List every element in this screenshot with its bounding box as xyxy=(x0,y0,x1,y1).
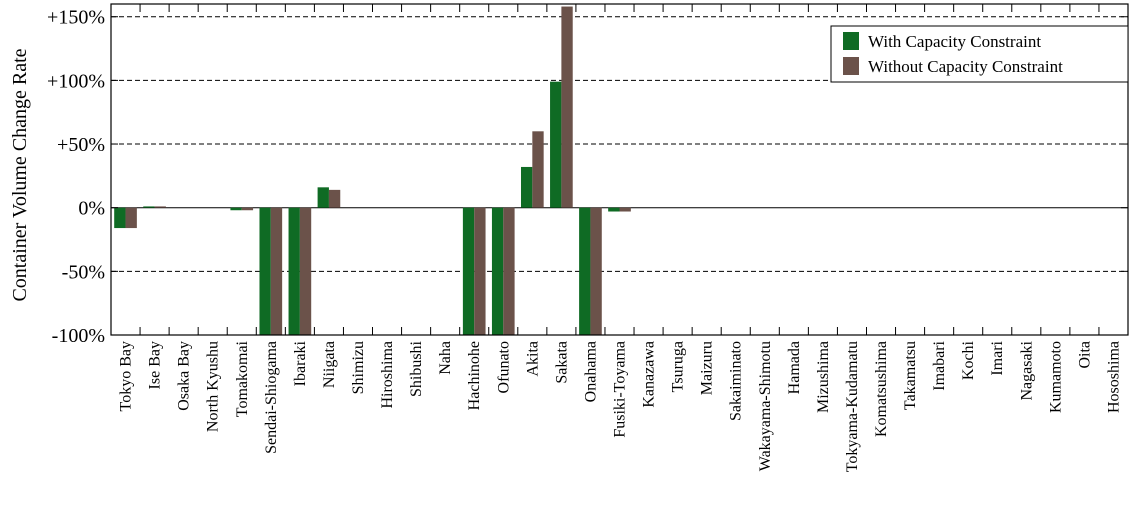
y-axis-label: Container Volume Change Rate xyxy=(9,48,31,301)
legend-swatch xyxy=(843,57,859,75)
legend-swatch xyxy=(843,32,859,50)
legend-label: With Capacity Constraint xyxy=(868,32,1041,51)
x-tick-label: Kumamoto xyxy=(1047,341,1064,413)
y-tick-label: +50% xyxy=(57,134,105,156)
y-tick-label: -50% xyxy=(62,261,105,283)
bar-without-constraint xyxy=(619,207,631,212)
bar-with-constraint xyxy=(317,187,329,208)
x-tick-label: Kochi xyxy=(960,340,977,380)
x-tick-label: Kanazawa xyxy=(641,341,658,408)
bar-without-constraint xyxy=(561,6,573,208)
bar-with-constraint xyxy=(491,207,504,335)
y-tick-label: 0% xyxy=(78,198,105,220)
x-tick-label: Shimizu xyxy=(350,341,367,394)
x-tick-label: Takamatsu xyxy=(902,341,919,410)
x-tick-label: Tomakomai xyxy=(234,340,251,417)
x-tick-label: Hamada xyxy=(786,341,803,394)
x-tick-label: Akita xyxy=(524,341,541,377)
bar-without-constraint xyxy=(270,207,283,335)
bar-with-constraint xyxy=(608,207,620,212)
axes: -100% -50% 0% +50% +100% +150% Tokyo Bay Ise Ba… xyxy=(47,3,1129,472)
bar-without-constraint xyxy=(125,207,137,229)
x-tick-label: Oita xyxy=(1076,341,1093,369)
x-tick-label: Niigata xyxy=(321,341,338,388)
legend-label: Without Capacity Constraint xyxy=(868,57,1063,76)
x-tick-label: Hachinohe xyxy=(466,341,483,410)
y-tick-label: +150% xyxy=(47,7,105,29)
x-tick-label: Wakayama-Shimotu xyxy=(757,341,774,471)
x-tick-label: Komatsushima xyxy=(873,341,890,437)
legend: With Capacity Constraint Without Capacity… xyxy=(830,25,1129,83)
bar-with-constraint xyxy=(230,207,242,211)
bar-with-constraint xyxy=(579,207,591,335)
x-tick-label: Mizushima xyxy=(815,341,832,413)
bar-with-constraint xyxy=(114,207,126,229)
bar-with-constraint xyxy=(259,207,271,335)
x-tick-label: Onahama xyxy=(582,341,599,402)
bar-without-constraint xyxy=(590,207,602,335)
x-tick-label: Maizuru xyxy=(699,341,716,395)
bar-with-constraint xyxy=(520,166,533,208)
bar-without-constraint xyxy=(532,131,544,208)
bar-with-constraint xyxy=(288,207,300,335)
x-tick-label: Tsuruga xyxy=(670,341,687,392)
x-tick-label: Sakata xyxy=(553,341,570,384)
y-tick-label: -100% xyxy=(52,325,105,347)
x-tick-label: Sakaiminato xyxy=(728,341,745,421)
bar-without-constraint xyxy=(328,189,341,208)
x-tick-label: Nagasaki xyxy=(1018,340,1035,400)
bar-without-constraint xyxy=(299,207,312,335)
bar-without-constraint xyxy=(154,206,166,208)
x-tick-label: Hososhima xyxy=(1105,341,1122,413)
x-tick-label: Fusiki-Toyama xyxy=(612,341,629,438)
x-tick-label: Imabari xyxy=(931,340,948,390)
legend-box xyxy=(830,25,1129,83)
x-tick-label: Tokyo Bay xyxy=(118,341,135,411)
plot-frame xyxy=(110,3,1129,336)
bar-with-constraint xyxy=(550,81,562,208)
bar-with-constraint xyxy=(462,207,475,335)
y-tick-label: +100% xyxy=(47,70,105,92)
x-tick-label: Osaka Bay xyxy=(176,341,193,411)
x-tick-label: Ise Bay xyxy=(147,341,164,389)
x-tick-label: Hiroshima xyxy=(379,341,396,409)
x-tick-label: Ibaraki xyxy=(292,340,309,386)
x-tick-label: Tokyama-Kudamatu xyxy=(844,341,861,472)
bars xyxy=(114,6,631,335)
x-tick-label: Ofunato xyxy=(495,341,512,393)
x-tick-label: Shibushi xyxy=(408,340,425,397)
x-tick-label: Sendai-Shiogama xyxy=(263,341,280,454)
bar-without-constraint xyxy=(503,207,515,335)
bar-without-constraint xyxy=(474,207,486,335)
x-tick-label: Naha xyxy=(437,341,454,375)
x-tick-label: North Kyushu xyxy=(205,341,222,432)
x-tick-label: Imari xyxy=(989,340,1006,375)
bar-with-constraint xyxy=(143,206,155,208)
bar-without-constraint xyxy=(241,207,254,211)
